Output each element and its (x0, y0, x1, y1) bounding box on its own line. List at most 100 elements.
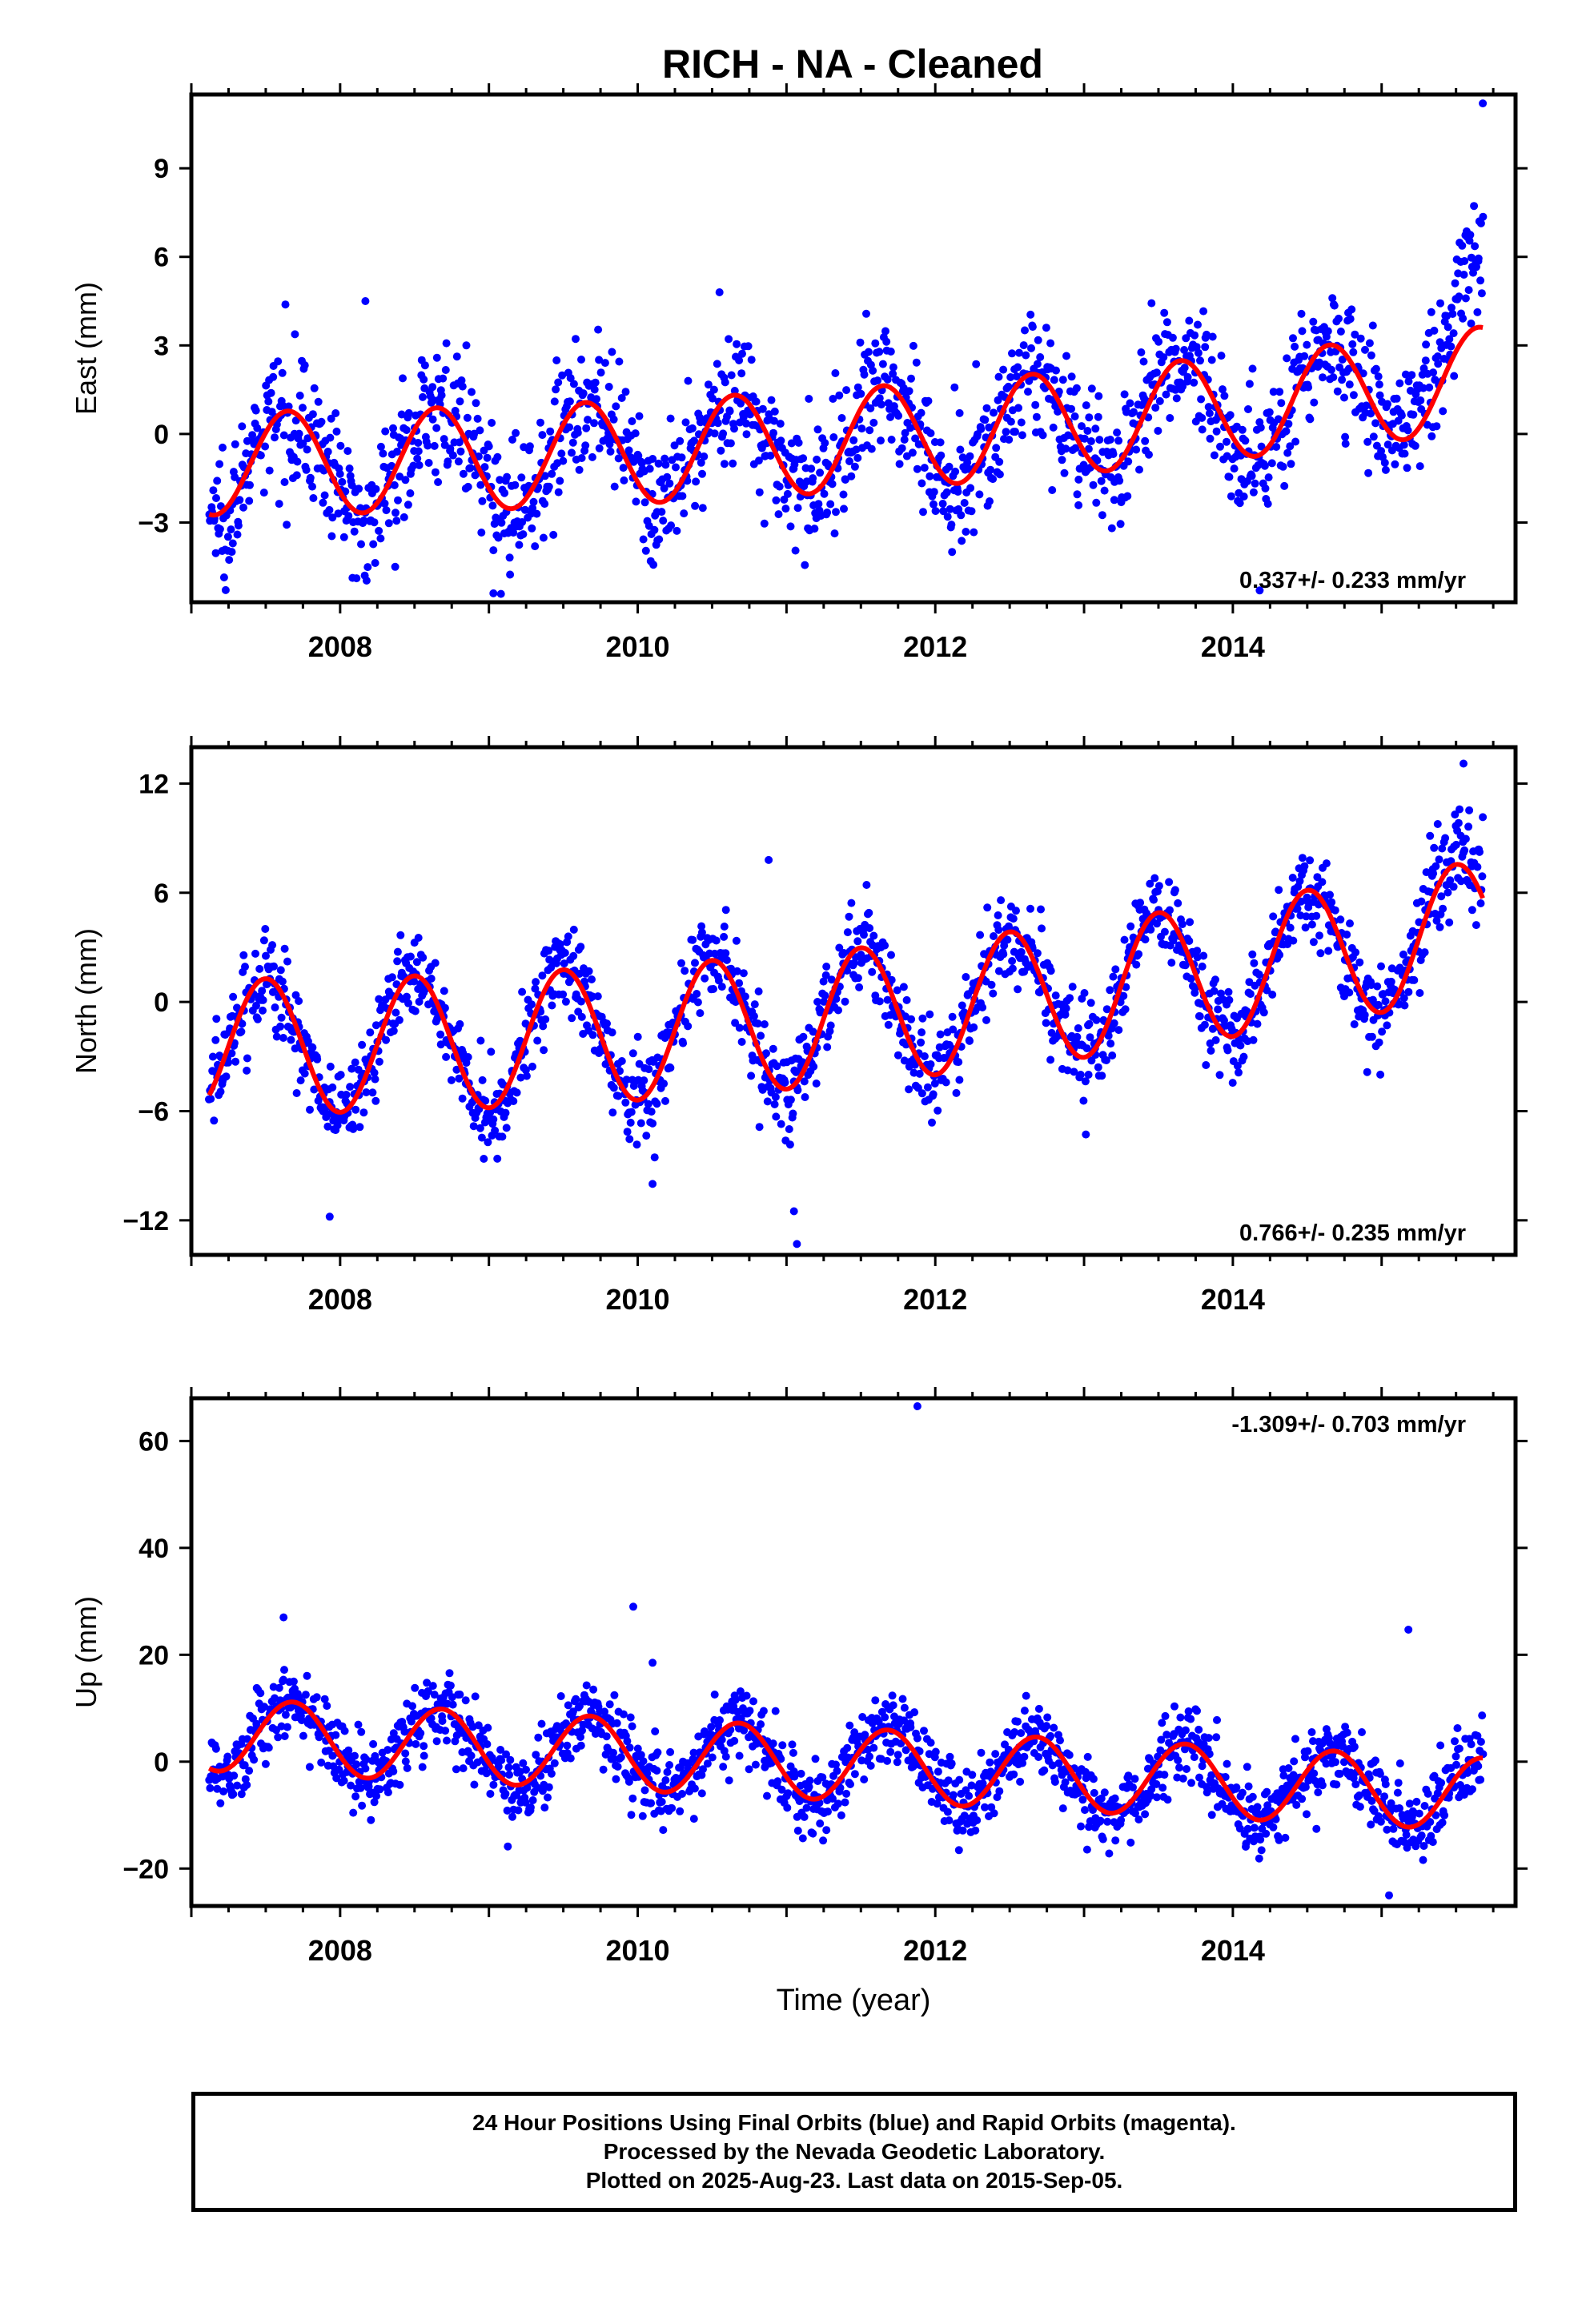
data-point (931, 507, 940, 516)
data-point (1190, 1753, 1199, 1762)
data-point (565, 423, 574, 432)
data-point (577, 1012, 586, 1021)
data-point (1298, 327, 1307, 336)
data-point (1263, 500, 1272, 509)
data-point (947, 1759, 956, 1768)
data-point (1105, 1849, 1114, 1858)
data-point (1272, 443, 1281, 451)
data-point (1018, 1759, 1027, 1767)
data-point (1383, 1021, 1391, 1030)
data-point (491, 1126, 500, 1135)
data-point (1371, 419, 1380, 428)
data-point (1012, 907, 1020, 915)
data-point (309, 494, 318, 502)
data-point (1199, 951, 1208, 960)
data-point (1174, 899, 1182, 907)
data-point (802, 1803, 811, 1812)
data-point (1195, 1012, 1204, 1021)
data-point (600, 1707, 608, 1716)
data-point (470, 1780, 479, 1789)
data-point (303, 434, 312, 443)
data-point (253, 1015, 262, 1023)
data-point (640, 498, 649, 507)
data-point (1303, 340, 1311, 349)
data-point (472, 399, 480, 408)
data-point (697, 1789, 706, 1798)
data-point (788, 1740, 797, 1749)
data-point (1119, 991, 1128, 1000)
data-point (722, 955, 731, 964)
data-point (784, 1789, 793, 1798)
data-point (484, 1138, 492, 1147)
data-point (926, 1739, 935, 1747)
data-point (833, 1799, 842, 1808)
data-point (898, 1695, 907, 1703)
data-point (206, 1783, 215, 1792)
data-point (1277, 399, 1286, 408)
data-point (1415, 1809, 1423, 1818)
data-point (1026, 310, 1035, 319)
data-point (1190, 378, 1199, 387)
data-point (826, 1021, 835, 1030)
data-point (820, 997, 828, 1006)
data-point (770, 416, 778, 425)
data-point (1426, 831, 1435, 840)
data-point (1427, 432, 1436, 440)
data-point (917, 1038, 926, 1047)
data-point (1123, 492, 1132, 501)
data-point (962, 528, 970, 536)
data-point (934, 1106, 942, 1115)
data-point (278, 977, 287, 986)
data-point (522, 1072, 531, 1080)
data-point (1400, 449, 1409, 458)
data-point (703, 1759, 712, 1768)
data-point (852, 445, 861, 454)
data-point (544, 482, 553, 491)
data-point (857, 424, 866, 433)
data-point (1367, 351, 1375, 360)
data-point (777, 436, 785, 445)
data-point (726, 439, 735, 448)
data-point (1309, 938, 1318, 947)
data-point (1086, 999, 1095, 1007)
data-point (302, 465, 311, 474)
data-point (393, 448, 401, 456)
data-point (602, 1732, 611, 1741)
data-point (1089, 480, 1098, 489)
data-point (347, 1064, 356, 1073)
data-point (488, 419, 496, 427)
data-point (883, 375, 892, 384)
data-point (1040, 1766, 1049, 1775)
data-point (962, 973, 970, 981)
data-point (948, 548, 957, 557)
data-point (875, 394, 884, 403)
data-point (1449, 883, 1458, 891)
data-point (300, 361, 309, 370)
data-point (212, 1015, 221, 1023)
data-point (732, 936, 741, 945)
data-point (889, 363, 897, 372)
data-point (532, 509, 541, 518)
data-point (877, 400, 885, 409)
data-point (1223, 1046, 1232, 1055)
data-point (303, 445, 311, 454)
data-point (1423, 1789, 1432, 1798)
data-point (645, 464, 654, 473)
data-point (1235, 1068, 1243, 1077)
data-point (1008, 964, 1017, 973)
data-point (233, 530, 242, 539)
data-point (1345, 988, 1354, 997)
data-point (1419, 1842, 1428, 1850)
data-point (636, 1119, 645, 1128)
data-point (404, 501, 412, 509)
data-point (352, 574, 361, 583)
data-point (229, 1790, 238, 1799)
data-point (772, 496, 781, 505)
data-point (742, 430, 751, 439)
data-point (1464, 286, 1473, 295)
data-point (303, 1037, 312, 1046)
data-point (823, 509, 832, 517)
data-point (259, 489, 268, 497)
data-point (352, 1760, 361, 1769)
data-point (428, 383, 437, 392)
